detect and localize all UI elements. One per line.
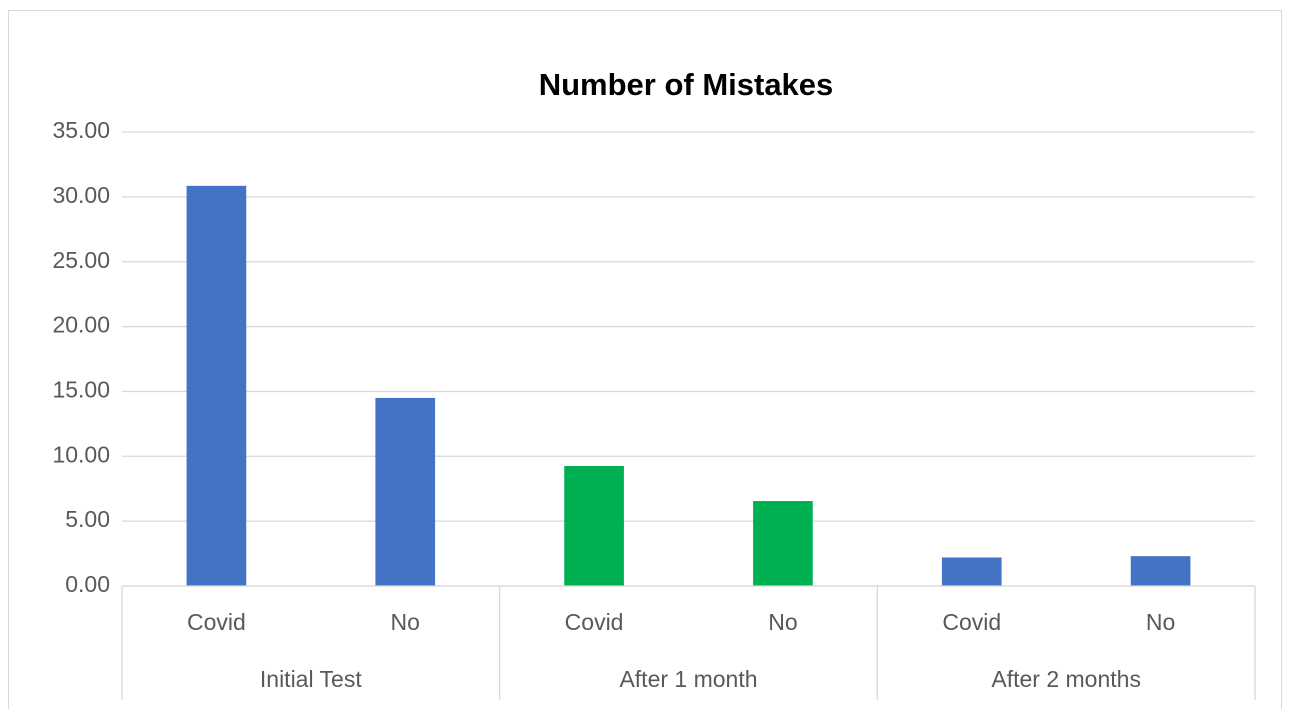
y-tick-label: 35.00 <box>52 117 110 143</box>
x-tick-label: No <box>768 609 797 635</box>
bar <box>941 557 1002 586</box>
y-tick-label: 30.00 <box>52 182 110 208</box>
y-tick-label: 10.00 <box>52 441 110 467</box>
y-tick-label: 20.00 <box>52 312 110 338</box>
bar <box>1130 556 1191 586</box>
group-label: After 1 month <box>619 666 757 692</box>
x-tick-label: Covid <box>942 609 1001 635</box>
x-tick-label: Covid <box>187 609 246 635</box>
bar <box>186 185 247 586</box>
y-tick-label: 5.00 <box>65 506 110 532</box>
y-tick-label: 15.00 <box>52 377 110 403</box>
x-tick-label: No <box>1146 609 1175 635</box>
bar <box>375 397 436 586</box>
x-tick-label: Covid <box>565 609 624 635</box>
bar <box>564 466 624 586</box>
x-tick-label: No <box>391 609 420 635</box>
y-tick-label: 25.00 <box>52 247 110 273</box>
chart-title: Number of Mistakes <box>539 67 834 102</box>
bar <box>753 501 813 586</box>
group-label: After 2 months <box>991 666 1141 692</box>
group-label: Initial Test <box>260 666 362 692</box>
y-tick-label: 0.00 <box>65 571 110 597</box>
